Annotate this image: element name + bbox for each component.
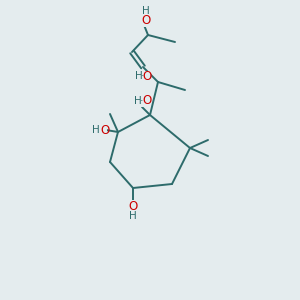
Bar bbox=[126, 200, 140, 212]
Text: H: H bbox=[92, 125, 100, 135]
Text: ·: · bbox=[140, 96, 144, 106]
Bar bbox=[89, 125, 107, 135]
Text: H: H bbox=[135, 71, 143, 81]
Text: H: H bbox=[134, 96, 142, 106]
Bar bbox=[137, 15, 151, 27]
Text: O: O bbox=[142, 70, 152, 83]
Text: O: O bbox=[141, 14, 151, 28]
Text: O: O bbox=[142, 94, 152, 107]
Text: H: H bbox=[142, 6, 150, 16]
Text: ·: · bbox=[141, 71, 145, 81]
Bar bbox=[137, 71, 151, 81]
Text: O: O bbox=[128, 200, 138, 212]
Text: H: H bbox=[129, 211, 137, 221]
Bar bbox=[129, 95, 151, 106]
Text: O: O bbox=[100, 124, 109, 136]
